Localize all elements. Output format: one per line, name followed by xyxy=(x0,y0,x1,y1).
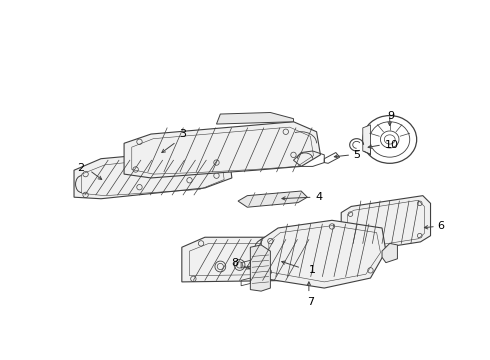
Polygon shape xyxy=(124,122,320,178)
Text: 9: 9 xyxy=(388,111,395,121)
Text: 10: 10 xyxy=(384,140,398,150)
Polygon shape xyxy=(382,243,397,263)
Text: 2: 2 xyxy=(77,163,84,173)
Polygon shape xyxy=(341,195,431,253)
Polygon shape xyxy=(74,147,232,199)
Text: 3: 3 xyxy=(179,130,187,139)
Polygon shape xyxy=(238,191,307,207)
Text: 6: 6 xyxy=(438,221,444,231)
Text: 8: 8 xyxy=(231,258,238,267)
Polygon shape xyxy=(250,245,270,291)
Polygon shape xyxy=(261,220,386,288)
Text: 5: 5 xyxy=(354,150,361,160)
Text: 1: 1 xyxy=(309,265,316,275)
Polygon shape xyxy=(217,112,294,124)
Text: 4: 4 xyxy=(315,192,322,202)
Text: 7: 7 xyxy=(307,297,314,307)
Polygon shape xyxy=(182,237,320,282)
Polygon shape xyxy=(363,125,370,154)
